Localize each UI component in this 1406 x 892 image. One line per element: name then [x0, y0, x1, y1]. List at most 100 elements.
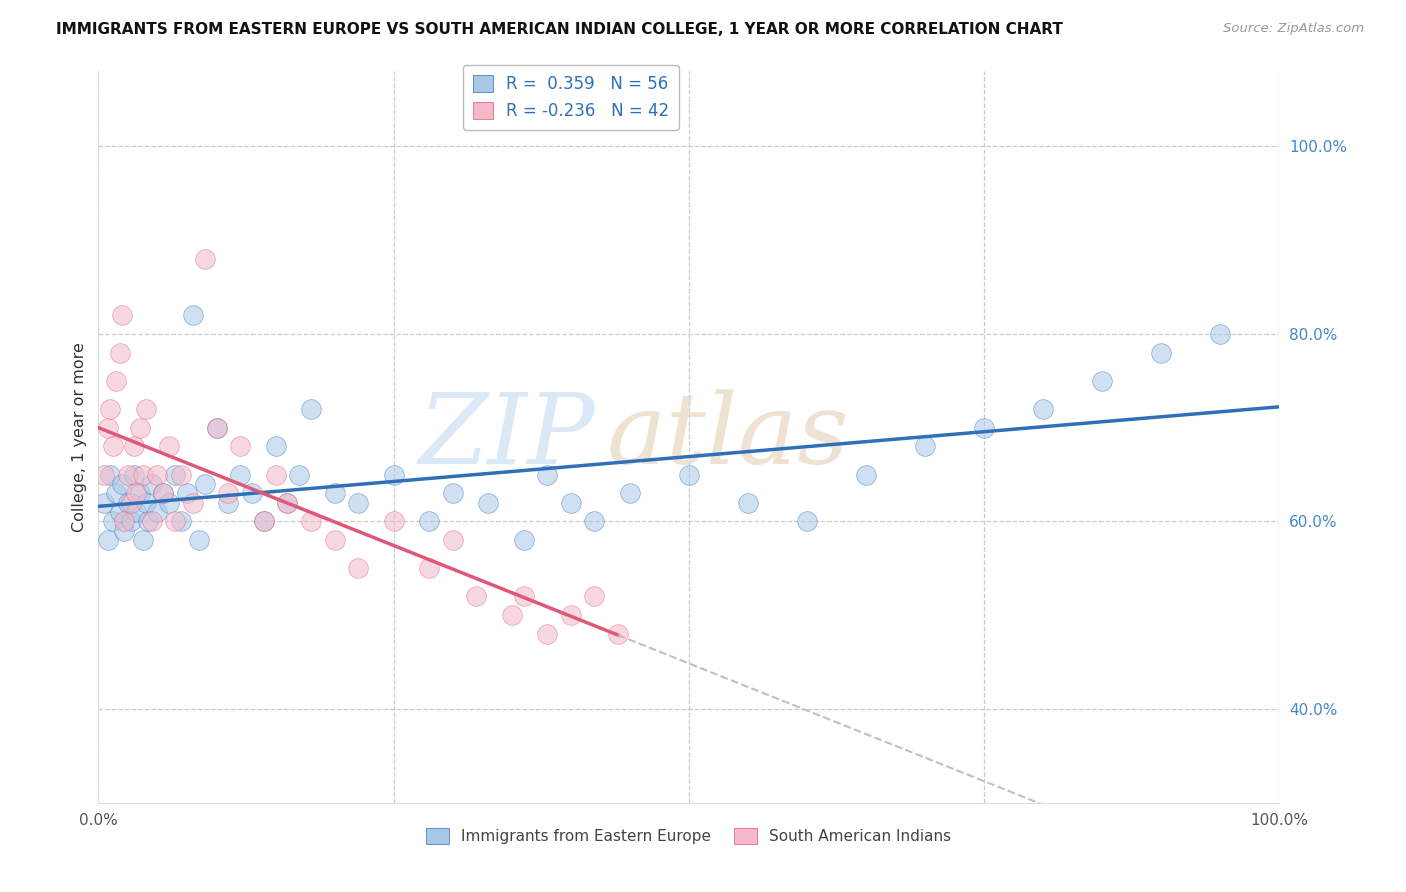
Point	[323, 486, 346, 500]
Point	[141, 515, 163, 529]
Point	[560, 608, 582, 623]
Point	[299, 515, 322, 529]
Point	[122, 440, 145, 454]
Point	[347, 496, 370, 510]
Text: ZIP: ZIP	[418, 390, 595, 484]
Point	[1091, 374, 1114, 388]
Point	[112, 515, 135, 529]
Point	[323, 533, 346, 548]
Point	[382, 515, 405, 529]
Point	[194, 477, 217, 491]
Point	[101, 515, 124, 529]
Text: IMMIGRANTS FROM EASTERN EUROPE VS SOUTH AMERICAN INDIAN COLLEGE, 1 YEAR OR MORE : IMMIGRANTS FROM EASTERN EUROPE VS SOUTH …	[56, 22, 1063, 37]
Point	[146, 505, 169, 519]
Point	[264, 467, 287, 482]
Point	[299, 401, 322, 416]
Point	[132, 467, 155, 482]
Point	[97, 420, 120, 434]
Point	[128, 420, 150, 434]
Point	[105, 486, 128, 500]
Point	[112, 524, 135, 538]
Point	[288, 467, 311, 482]
Point	[121, 496, 143, 510]
Point	[347, 561, 370, 575]
Point	[512, 590, 534, 604]
Point	[583, 590, 606, 604]
Point	[737, 496, 759, 510]
Point	[98, 401, 121, 416]
Point	[276, 496, 298, 510]
Point	[181, 308, 204, 322]
Point	[176, 486, 198, 500]
Point	[240, 486, 263, 500]
Point	[217, 486, 239, 500]
Point	[111, 477, 134, 491]
Point	[187, 533, 209, 548]
Point	[264, 440, 287, 454]
Point	[157, 440, 180, 454]
Point	[229, 467, 252, 482]
Point	[108, 505, 131, 519]
Point	[796, 515, 818, 529]
Point	[135, 401, 157, 416]
Point	[152, 486, 174, 500]
Point	[125, 486, 148, 500]
Point	[536, 467, 558, 482]
Point	[146, 467, 169, 482]
Point	[973, 420, 995, 434]
Point	[152, 486, 174, 500]
Point	[117, 496, 139, 510]
Point	[170, 515, 193, 529]
Point	[93, 467, 115, 482]
Point	[607, 627, 630, 641]
Point	[101, 440, 124, 454]
Point	[135, 496, 157, 510]
Point	[121, 515, 143, 529]
Point	[93, 496, 115, 510]
Point	[914, 440, 936, 454]
Point	[141, 477, 163, 491]
Point	[194, 252, 217, 266]
Point	[217, 496, 239, 510]
Point	[181, 496, 204, 510]
Point	[105, 374, 128, 388]
Point	[125, 505, 148, 519]
Point	[98, 467, 121, 482]
Legend: Immigrants from Eastern Europe, South American Indians: Immigrants from Eastern Europe, South Am…	[420, 822, 957, 850]
Y-axis label: College, 1 year or more: College, 1 year or more	[72, 343, 87, 532]
Point	[170, 467, 193, 482]
Point	[441, 486, 464, 500]
Point	[97, 533, 120, 548]
Point	[536, 627, 558, 641]
Point	[477, 496, 499, 510]
Point	[111, 308, 134, 322]
Point	[128, 486, 150, 500]
Point	[855, 467, 877, 482]
Point	[132, 533, 155, 548]
Point	[165, 467, 187, 482]
Point	[253, 515, 276, 529]
Point	[205, 420, 228, 434]
Point	[382, 467, 405, 482]
Point	[465, 590, 488, 604]
Point	[418, 561, 440, 575]
Point	[583, 515, 606, 529]
Point	[512, 533, 534, 548]
Point	[619, 486, 641, 500]
Point	[157, 496, 180, 510]
Point	[229, 440, 252, 454]
Text: atlas: atlas	[606, 390, 849, 484]
Point	[1150, 345, 1173, 359]
Point	[501, 608, 523, 623]
Point	[276, 496, 298, 510]
Point	[253, 515, 276, 529]
Point	[108, 345, 131, 359]
Point	[122, 467, 145, 482]
Point	[205, 420, 228, 434]
Text: Source: ZipAtlas.com: Source: ZipAtlas.com	[1223, 22, 1364, 36]
Point	[1032, 401, 1054, 416]
Point	[418, 515, 440, 529]
Point	[678, 467, 700, 482]
Point	[165, 515, 187, 529]
Point	[1209, 326, 1232, 341]
